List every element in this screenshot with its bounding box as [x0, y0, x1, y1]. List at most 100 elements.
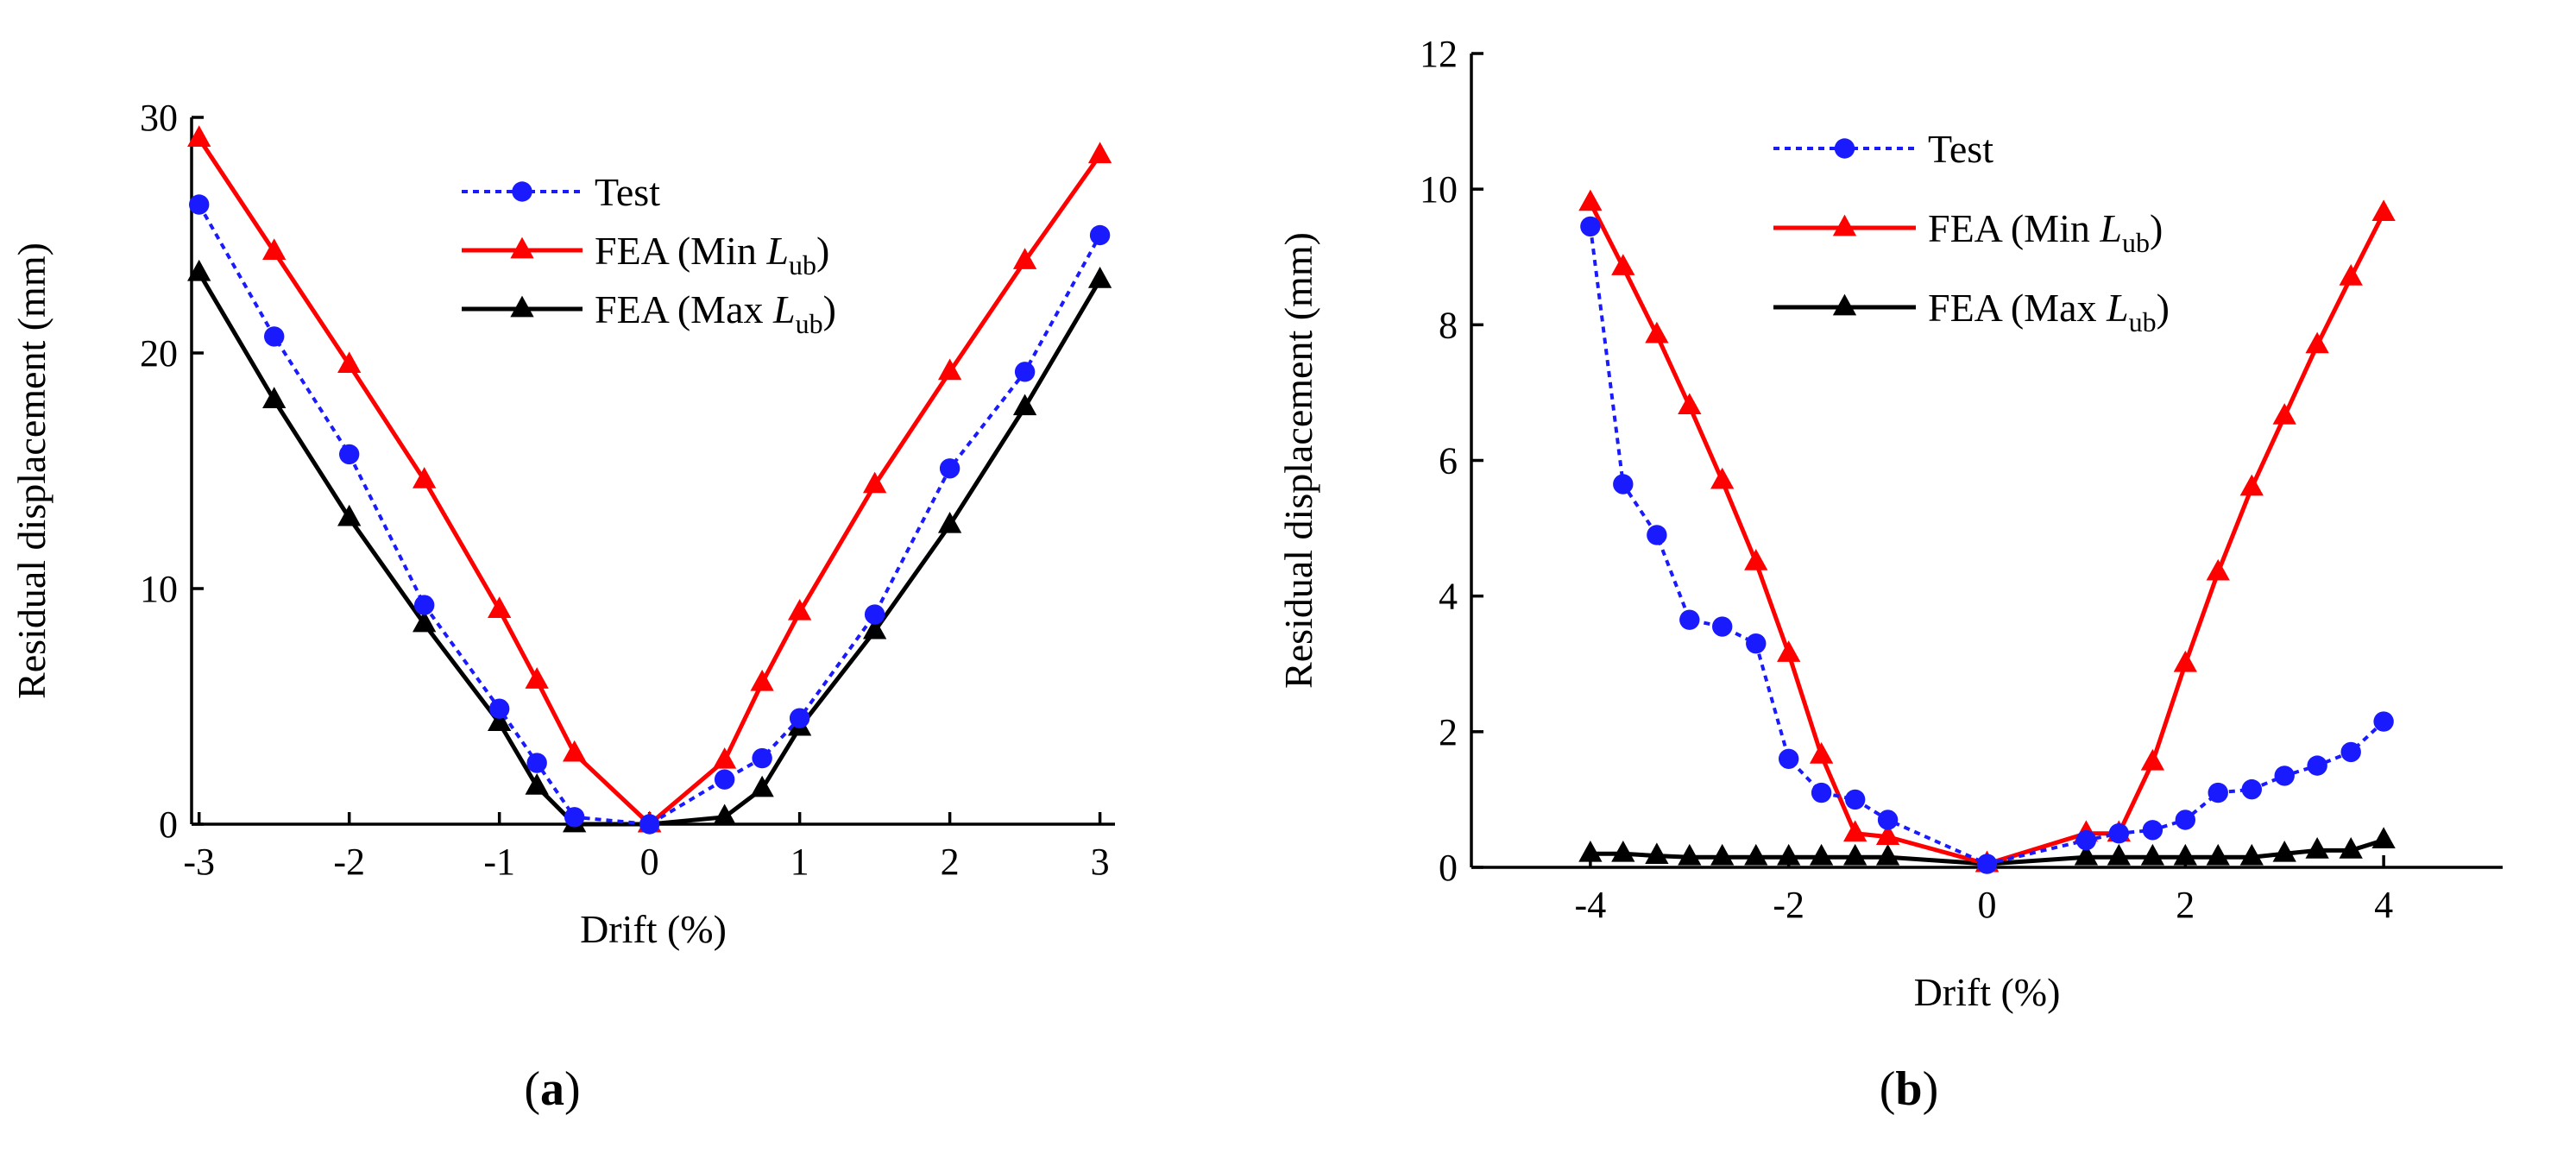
data-point [525, 667, 549, 689]
data-point [1679, 609, 1700, 630]
series-line [197, 271, 1102, 827]
data-point [1744, 843, 1768, 866]
panel-label-close: ) [1923, 1062, 1939, 1116]
data-point [1645, 321, 1669, 343]
data-point [2339, 837, 2363, 859]
legend-label-italic: L [2106, 286, 2129, 330]
data-point [1087, 142, 1112, 164]
data-point [1777, 640, 1801, 662]
data-point [2272, 840, 2296, 862]
data-point [2107, 843, 2131, 866]
legend-label-text: FEA (Min [1928, 206, 2100, 250]
panel-b: 0 2 4 6 8 10 12 -4 -2 0 2 4 Drift (%) Residual displa… [1276, 33, 2503, 1116]
legend-label: FEA (Max Lub) [595, 287, 836, 339]
data-point [2206, 558, 2230, 581]
data-point [2371, 827, 2396, 848]
series-test [1580, 216, 2394, 874]
data-point [2074, 843, 2099, 866]
data-point [2305, 331, 2329, 354]
data-point [263, 326, 285, 347]
legend-marker [1834, 138, 1855, 159]
data-point [1809, 742, 1834, 764]
data-point [1645, 842, 1669, 865]
data-point [862, 471, 887, 494]
data-point [564, 807, 585, 828]
data-point [1611, 840, 1635, 862]
x-tick-label: -4 [1575, 884, 1607, 926]
x-axis-title: Drift (%) [580, 907, 727, 951]
data-point [1875, 843, 1900, 866]
data-point [1580, 216, 1601, 237]
y-tick-label: 30 [140, 97, 178, 139]
y-tick-label: 4 [1439, 576, 1458, 618]
legend-label-italic: L [772, 287, 796, 331]
data-point [2140, 843, 2165, 866]
y-tick-label: 2 [1439, 711, 1458, 753]
x-tick-label: 2 [941, 841, 960, 883]
data-point [1712, 616, 1733, 637]
data-point [1647, 525, 1667, 545]
legend-label: FEA (Min Lub) [595, 229, 829, 280]
data-point [937, 511, 962, 533]
data-point [2272, 403, 2296, 425]
data-point [1777, 843, 1801, 866]
data-point [525, 773, 549, 795]
data-point [1875, 823, 1900, 846]
data-point [2371, 199, 2396, 222]
legend-label-close: ) [816, 229, 829, 273]
data-point [2373, 711, 2394, 732]
legend-marker [1832, 293, 1857, 316]
data-point [488, 698, 510, 719]
data-point [187, 125, 211, 147]
data-point [1744, 549, 1768, 570]
data-point [2140, 748, 2165, 771]
y-tick-label: 8 [1439, 304, 1458, 346]
y-tick-label: 10 [140, 568, 178, 610]
data-point [2206, 843, 2230, 866]
data-point [939, 458, 960, 479]
data-point [2340, 741, 2361, 763]
x-tick-label: 2 [2176, 884, 2195, 926]
data-point [2274, 766, 2295, 786]
legend-marker [510, 295, 534, 318]
data-point [712, 803, 737, 826]
x-tick-label: -1 [483, 841, 515, 883]
legend-label-subscript: ub [2122, 227, 2150, 258]
data-point [413, 467, 437, 488]
x-tick-label: 3 [1091, 841, 1110, 883]
panel-label: (a) [524, 1062, 580, 1116]
x-tick-label: 0 [1978, 884, 1997, 926]
data-point [563, 740, 587, 762]
y-tick-label: 6 [1439, 440, 1458, 482]
y-axis-title: Residual displacement (mm) [1276, 232, 1320, 689]
legend-marker [1832, 214, 1857, 236]
data-point [2142, 820, 2163, 841]
x-tick-label: 0 [640, 841, 659, 883]
panel-a: 0 10 20 30 -3 -2 -1 0 1 2 3 Drift (%) Residual displ… [9, 97, 1115, 1116]
x-tick-label: 4 [2374, 884, 2393, 926]
legend-label-text: FEA (Min [595, 229, 766, 273]
data-point [1012, 394, 1037, 416]
legend-label-subscript: ub [789, 249, 816, 280]
legend-label: FEA (Min Lub) [1928, 206, 2163, 258]
data-point [1843, 843, 1867, 866]
data-point [1611, 254, 1635, 275]
data-point [862, 617, 887, 640]
x-axis-title: Drift (%) [1914, 970, 2061, 1014]
legend-label-subscript: ub [796, 308, 823, 339]
data-point [1678, 393, 1702, 415]
data-point [337, 351, 362, 374]
x-tick-label: -3 [183, 841, 215, 883]
legend-label-subscript: ub [2129, 306, 2157, 337]
data-point [488, 596, 512, 618]
data-point [2173, 650, 2197, 672]
data-point [1613, 474, 1634, 495]
data-point [2307, 755, 2327, 776]
legend-label: FEA (Max Lub) [1928, 286, 2170, 337]
data-point [1811, 782, 1832, 803]
legend-marker [510, 236, 534, 259]
series-test [188, 194, 1111, 835]
data-point [2239, 474, 2264, 496]
